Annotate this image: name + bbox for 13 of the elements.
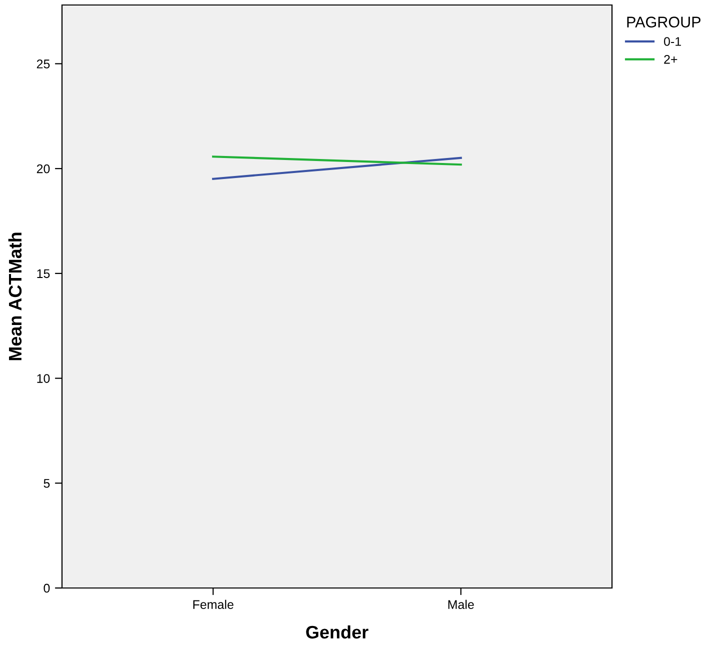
legend-title: PAGROUP	[627, 16, 700, 28]
y-tick-label: 25	[36, 60, 50, 68]
legend-label: 2+	[664, 54, 678, 64]
x-axis-title: Gender	[306, 625, 368, 639]
y-tick-label: 5	[44, 479, 50, 488]
x-tick-label: Female	[193, 600, 234, 609]
legend-label: 0-1	[664, 37, 681, 46]
y-tick-label: 10	[37, 374, 50, 383]
y-axis-title: Mean ACTMath	[8, 232, 22, 360]
x-tick-label: Male	[448, 600, 474, 609]
y-tick-label: 15	[37, 269, 50, 278]
y-tick-label: 0	[44, 584, 50, 593]
y-tick-label: 20	[36, 164, 50, 174]
